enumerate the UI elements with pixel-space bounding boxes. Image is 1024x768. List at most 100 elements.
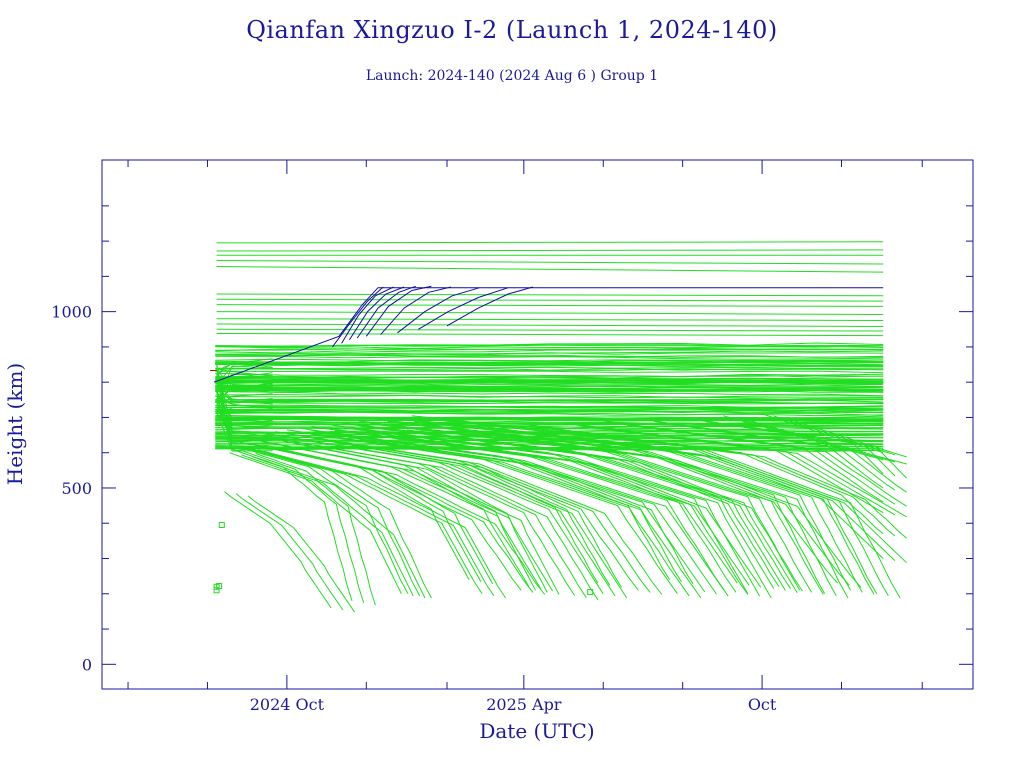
debris-early-track <box>216 393 273 405</box>
debris-band-track <box>215 419 884 424</box>
decay-track <box>311 425 725 591</box>
chart-subtitle: Launch: 2024-140 (2024 Aug 6 ) Group 1 <box>366 68 658 84</box>
debris-band-track <box>215 361 884 367</box>
satellite-track <box>365 285 432 337</box>
decay-track <box>773 415 896 456</box>
debris-band-track <box>215 366 884 370</box>
chart-title: Qianfan Xingzuo I-2 (Launch 1, 2024-140) <box>246 16 778 44</box>
decay-track <box>310 433 702 599</box>
debris-band-track <box>215 394 884 398</box>
decay-track <box>706 421 907 479</box>
decay-track <box>229 452 402 595</box>
debris-early-track <box>216 373 273 386</box>
decay-track <box>252 443 470 580</box>
debris-band-track <box>215 344 884 347</box>
debris-band-track <box>215 407 884 412</box>
debris-early-track <box>216 381 273 434</box>
plot-data-layer <box>210 241 907 613</box>
debris-band-track <box>215 355 884 360</box>
debris-band-track <box>215 394 884 399</box>
debris-early-track <box>216 382 273 391</box>
debris-early-track <box>216 390 273 429</box>
debris-band-track <box>215 423 884 428</box>
debris-marker <box>587 589 594 596</box>
decay-track <box>334 430 749 595</box>
y-tick-label: 1000 <box>51 303 92 322</box>
debris-band-track <box>215 368 884 371</box>
decay-track <box>358 420 801 591</box>
decay-track <box>250 449 421 597</box>
debris-track <box>216 323 884 327</box>
debris-early-track <box>216 373 273 426</box>
decay-track <box>359 438 694 585</box>
debris-band-track <box>215 352 884 356</box>
decay-track <box>547 428 907 539</box>
debris-band-track <box>215 383 884 389</box>
decay-track <box>256 434 576 596</box>
debris-band-track <box>215 358 884 364</box>
decay-track <box>350 428 772 599</box>
decay-track <box>506 430 907 564</box>
decay-track <box>418 431 792 590</box>
decay-track <box>310 429 717 595</box>
decay-track <box>264 445 482 583</box>
debris-track <box>216 249 884 252</box>
decay-track <box>406 429 780 587</box>
decay-track <box>603 420 884 503</box>
decay-track <box>243 450 365 604</box>
debris-track <box>216 311 884 315</box>
debris-track <box>216 266 884 273</box>
debris-early-track <box>216 358 273 372</box>
decay-track <box>370 422 813 593</box>
decay-track <box>258 449 507 599</box>
satellite-track <box>418 287 509 330</box>
decay-track <box>298 435 663 595</box>
decay-track <box>232 448 353 601</box>
decay-track <box>483 425 884 559</box>
decay-track <box>328 440 622 588</box>
axis-tick-labels: 0 500 1000 2024 Oct 2025 Apr Oct <box>51 303 777 714</box>
decay-track <box>255 452 376 606</box>
debris-band-track <box>215 345 884 349</box>
plot-frame <box>101 159 974 690</box>
satellite-track <box>348 286 405 341</box>
x-tick-label: Oct <box>748 695 777 714</box>
decay-track <box>224 491 332 609</box>
decay-track <box>614 422 896 505</box>
debris-early-track <box>216 414 273 420</box>
decay-track <box>746 419 907 465</box>
decay-track <box>430 433 803 592</box>
satellite-track <box>380 286 452 335</box>
decay-track <box>495 427 896 561</box>
decay-track <box>562 422 884 514</box>
decay-track <box>586 426 907 518</box>
debris-marker <box>218 522 225 529</box>
satellite-track <box>356 285 416 339</box>
debris-band-track <box>215 416 884 421</box>
decay-track <box>722 415 884 461</box>
debris-band-track <box>215 415 884 420</box>
decay-track <box>761 413 884 454</box>
satellite-track <box>397 287 480 334</box>
debris-early-track <box>216 361 273 375</box>
decay-track <box>252 456 426 599</box>
decay-track <box>734 417 896 463</box>
debris-band-track <box>215 408 884 412</box>
debris-early-track <box>216 369 273 388</box>
satellite-track <box>331 286 384 348</box>
debris-band-track <box>215 388 884 393</box>
debris-band-track <box>215 411 884 416</box>
decay-track <box>271 442 560 595</box>
decay-track <box>241 454 414 597</box>
decay-track <box>235 493 344 611</box>
debris-early-track <box>216 383 273 407</box>
debris-early-track <box>216 363 273 385</box>
axis-ticks <box>102 160 973 689</box>
decay-track <box>321 431 729 597</box>
debris-track <box>216 304 884 307</box>
debris-band-track <box>215 388 884 391</box>
debris-band-track <box>215 399 884 403</box>
y-tick-label: 500 <box>61 479 92 498</box>
decay-track <box>280 438 599 601</box>
